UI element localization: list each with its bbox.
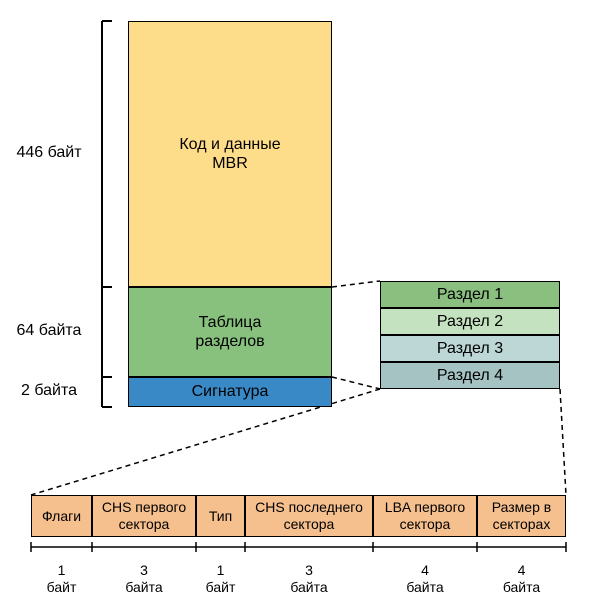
entry-field: Размер всекторах bbox=[477, 495, 566, 537]
mbr-section: Сигнатура bbox=[128, 377, 332, 407]
entry-field-label: CHS последнегосектора bbox=[255, 499, 363, 533]
entry-field-label: Флаги bbox=[42, 508, 81, 525]
mbr-section-label: Сигнатура bbox=[192, 382, 269, 401]
entry-bytes-label: 4байта bbox=[477, 562, 566, 596]
entry-bytes-label: 3байта bbox=[92, 562, 196, 596]
entry-field: CHS первогосектора bbox=[92, 495, 196, 537]
entry-bytes-label: 1байт bbox=[196, 562, 245, 596]
partition-row: Раздел 1 bbox=[380, 281, 560, 308]
entry-bytes-label: 1байт bbox=[31, 562, 92, 596]
partition-row: Раздел 4 bbox=[380, 362, 560, 389]
entry-field: CHS последнегосектора bbox=[245, 495, 373, 537]
entry-field: Тип bbox=[196, 495, 245, 537]
partition-row: Раздел 2 bbox=[380, 308, 560, 335]
entry-field-label: Тип bbox=[209, 508, 232, 525]
mbr-section: Таблицаразделов bbox=[128, 287, 332, 377]
entry-field: LBA первогосектора bbox=[373, 495, 477, 537]
entry-bytes-label: 4байта bbox=[373, 562, 477, 596]
entry-bytes-label: 3байта bbox=[245, 562, 373, 596]
mbr-size-label: 64 байта bbox=[0, 322, 98, 340]
entry-field-label: LBA первогосектора bbox=[385, 499, 465, 533]
mbr-size-label: 2 байта bbox=[0, 382, 98, 400]
entry-field: Флаги bbox=[31, 495, 92, 537]
mbr-section: Код и данныеMBR bbox=[128, 21, 332, 287]
entry-field-label: Размер всекторах bbox=[492, 499, 551, 533]
entry-field-label: CHS первогосектора bbox=[102, 499, 186, 533]
partition-row: Раздел 3 bbox=[380, 335, 560, 362]
mbr-size-label: 446 байт bbox=[0, 144, 98, 162]
mbr-section-label: Таблицаразделов bbox=[195, 313, 264, 351]
mbr-section-label: Код и данныеMBR bbox=[179, 135, 280, 173]
